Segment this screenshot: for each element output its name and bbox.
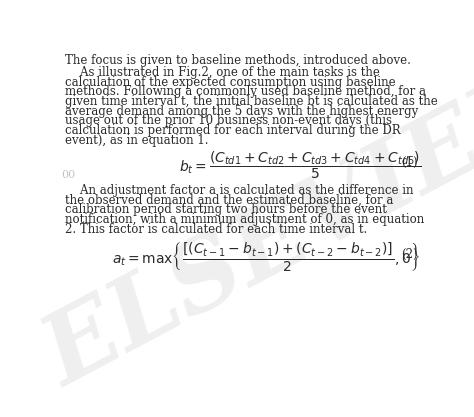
Text: given time interval t, the initial baseline bt is calculated as the: given time interval t, the initial basel…	[65, 95, 438, 108]
Text: notification, with a minimum adjustment of 0, as in equation: notification, with a minimum adjustment …	[65, 213, 425, 226]
Text: (1): (1)	[401, 156, 417, 168]
Text: (2): (2)	[401, 248, 417, 261]
Text: calibration period starting two hours before the event: calibration period starting two hours be…	[65, 203, 387, 216]
Text: calculation is performed for each interval during the DR: calculation is performed for each interv…	[65, 124, 401, 137]
Text: $b_t = \dfrac{(C_{td1}+C_{td2}+C_{td3}+C_{td4}+C_{td5})}{5}$: $b_t = \dfrac{(C_{td1}+C_{td2}+C_{td3}+C…	[179, 149, 421, 181]
Text: The focus is given to baseline methods, introduced above.: The focus is given to baseline methods, …	[65, 54, 411, 67]
Text: ELSEVIER: ELSEVIER	[29, 59, 474, 406]
Text: event), as in equation 1.: event), as in equation 1.	[65, 133, 209, 147]
Text: As illustrated in Fig.2, one of the main tasks is the: As illustrated in Fig.2, one of the main…	[65, 66, 380, 79]
Text: calculation of the expected consumption using baseline: calculation of the expected consumption …	[65, 76, 396, 89]
Text: An adjustment factor a is calculated as the difference in: An adjustment factor a is calculated as …	[65, 184, 414, 197]
Text: $a_t = \max\left\{\dfrac{\left[(C_{t-1}-b_{t-1})+(C_{t-2}-b_{t-2})\right]}{2},0\: $a_t = \max\left\{\dfrac{\left[(C_{t-1}-…	[112, 240, 420, 273]
Text: 00: 00	[61, 170, 75, 180]
Text: 2. This factor is calculated for each time interval t.: 2. This factor is calculated for each ti…	[65, 223, 368, 236]
Text: average demand among the 5 days with the highest energy: average demand among the 5 days with the…	[65, 105, 419, 118]
Text: usage out of the prior 10 business non-event days (this: usage out of the prior 10 business non-e…	[65, 114, 392, 127]
Text: the observed demand and the estimated baseline, for a: the observed demand and the estimated ba…	[65, 193, 394, 207]
Text: methods. Following a commonly used baseline method, for a: methods. Following a commonly used basel…	[65, 85, 427, 98]
